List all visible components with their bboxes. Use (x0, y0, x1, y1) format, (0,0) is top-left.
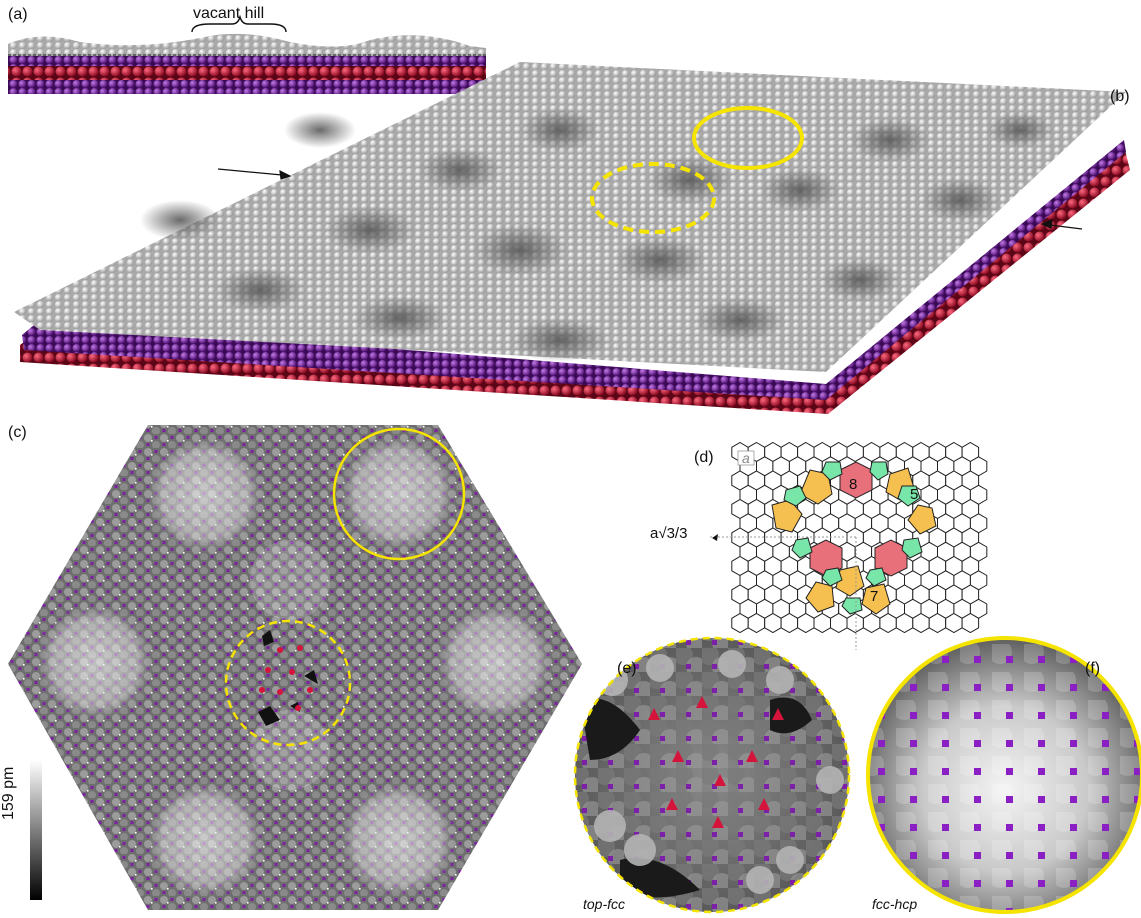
vacancy-highlight-circle-c (224, 619, 352, 747)
panel-e-zoom (573, 636, 851, 914)
lattice-hexagon (764, 612, 782, 634)
panel-e-caption: top-fcc (583, 896, 626, 912)
spacing-label: a√3/3 (650, 525, 688, 542)
lattice-hexagon (895, 612, 914, 634)
panel-f-label: (f) (1085, 660, 1101, 677)
lattice-hexagon (945, 612, 963, 634)
colorbar-label: 159 pm (0, 766, 17, 820)
lattice-hexagon (846, 612, 864, 634)
panel-b-label: (b) (1110, 88, 1130, 105)
panel-d-label: (d) (694, 449, 714, 466)
lattice-hexagon (879, 612, 897, 634)
ring-label-8: 8 (849, 476, 858, 493)
lattice-hexagon (961, 612, 980, 634)
lattice-hexagon (797, 612, 815, 634)
panel-c-label: (c) (8, 424, 27, 441)
lattice-hexagon (862, 612, 881, 634)
ring-label-5: 5 (910, 486, 919, 503)
panel-f-caption: fcc-hcp (872, 896, 918, 912)
vacant-hill-label: vacant hill (193, 5, 265, 22)
lattice-hexagon (747, 612, 766, 634)
lattice-hexagon (830, 612, 848, 634)
panel-a-side-view (8, 14, 486, 94)
lattice-constant-label: a (742, 450, 750, 466)
panel-d-ring-diagram (710, 440, 988, 650)
panel-b-3d-slab (14, 62, 1130, 414)
panel-e-label: (e) (617, 660, 637, 677)
panel-a-label: (a) (8, 6, 28, 23)
panel-f-zoom (866, 636, 1141, 914)
vacant-hill-brace (191, 14, 287, 33)
lattice-hexagon (731, 612, 749, 634)
lattice-hexagon (928, 612, 947, 634)
panel-c-hexagon-map (8, 425, 582, 910)
ring-label-7: 7 (870, 588, 879, 605)
direction-arrows (217, 168, 1083, 230)
hill-highlight-circle (692, 106, 804, 170)
lattice-hexagon (780, 612, 799, 634)
hill-highlight-circle-c (332, 427, 466, 561)
vacancy-highlight-circle (590, 162, 716, 234)
colorbar (30, 760, 42, 900)
lattice-hexagon (813, 612, 831, 634)
lattice-hexagon (912, 612, 930, 634)
